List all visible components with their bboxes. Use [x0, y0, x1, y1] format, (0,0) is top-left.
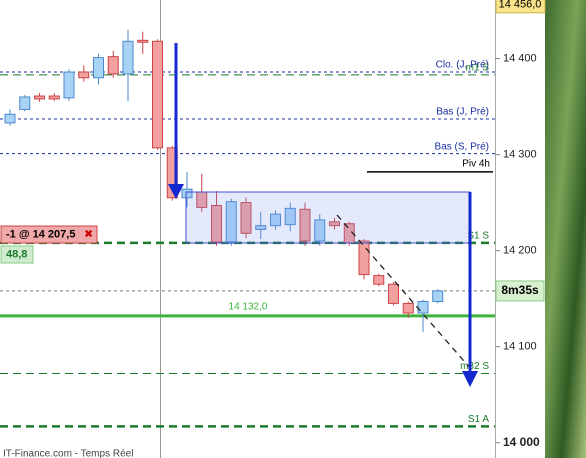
candle-body [299, 208, 311, 242]
candle-body [388, 283, 399, 304]
candle-body [240, 202, 252, 234]
candle-body [34, 95, 45, 100]
candle-body [152, 40, 163, 149]
candle-body [78, 71, 90, 79]
y-tick-label: 14 200 [503, 245, 537, 257]
price-box [495, 0, 546, 14]
candle-body [211, 204, 222, 243]
arrow-head [168, 184, 184, 199]
trend-line [336, 214, 471, 369]
pnl-label: 48,8 [6, 248, 27, 260]
candle-body [19, 96, 31, 110]
level-label: m32 S [460, 361, 489, 372]
candle-body [329, 221, 340, 227]
level-label: Piv 4h [462, 159, 490, 170]
level-label: S1 A [468, 414, 489, 425]
candle-body [314, 219, 326, 242]
order-close[interactable]: ✖ [84, 228, 93, 240]
candle-body [122, 40, 134, 75]
source: IT-Finance.com - Temps Réel [3, 449, 133, 458]
candle-body [270, 213, 281, 227]
level-label: Clo. (J, Pré) [436, 60, 489, 71]
candle-body [432, 290, 444, 302]
level-label: Bas (S, Pré) [435, 141, 489, 152]
y-tick-label: 14 000 [503, 435, 540, 449]
level-label: 14 132,0 [229, 302, 268, 313]
background-photo [545, 0, 586, 458]
candle-body [107, 56, 119, 75]
pnl-box [0, 245, 34, 264]
candle-body [225, 201, 237, 243]
y-tick-label: 14 300 [503, 148, 537, 160]
arrow-head [462, 371, 478, 387]
y-tick-label: 14 100 [503, 341, 537, 353]
candle-body [63, 71, 75, 99]
candle-body [358, 240, 370, 276]
candle-body [181, 188, 193, 199]
y-tick-label: 14 400 [503, 52, 537, 64]
candle-body [402, 302, 414, 314]
candle-body [284, 207, 296, 226]
level-label: S1 S [467, 231, 489, 242]
level-label: m1 S [466, 63, 490, 74]
timer-box [495, 280, 545, 302]
candle-body [93, 57, 104, 79]
candle-body [48, 95, 60, 100]
candle-body [137, 39, 149, 43]
order-box [0, 225, 98, 244]
candle-body [4, 113, 16, 124]
candle-body [417, 300, 429, 314]
order-label: -1 @ 14 207,5 [6, 228, 75, 240]
price-label: 14 456,0 [499, 0, 542, 11]
candle-body [255, 225, 267, 230]
timer-label: 8m35s [501, 283, 539, 297]
level-label: Bas (J, Pré) [436, 107, 489, 118]
candle-body [373, 275, 385, 285]
zone-box [185, 191, 471, 244]
